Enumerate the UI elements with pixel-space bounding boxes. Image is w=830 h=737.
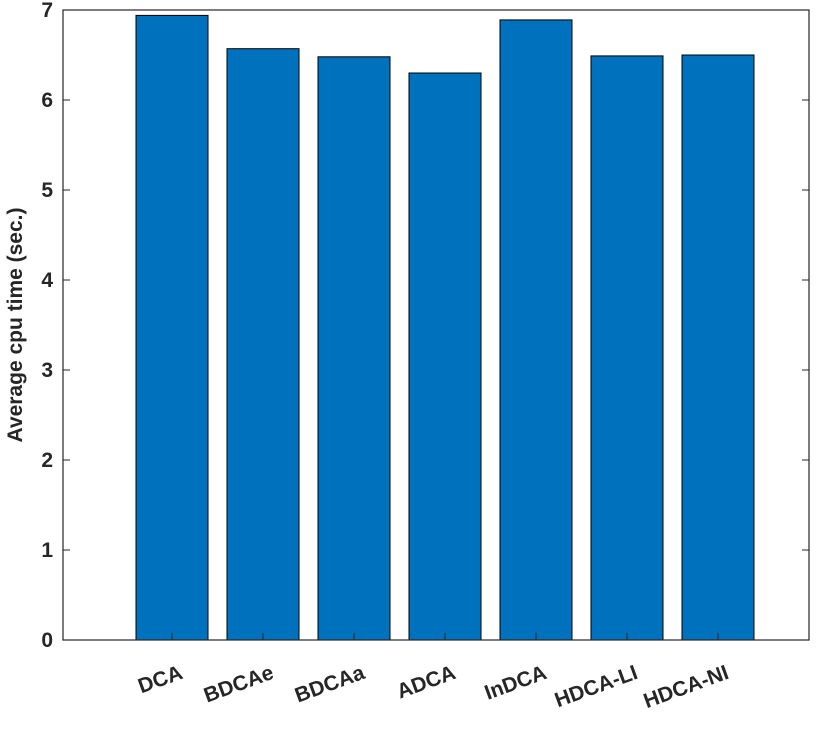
bar	[681, 54, 755, 641]
y-tick-label: 3	[41, 359, 53, 382]
x-tick-label: DCA	[135, 661, 186, 698]
bar	[408, 72, 482, 641]
bar	[226, 48, 300, 641]
y-tick-label: 4	[41, 269, 53, 292]
bar	[590, 55, 664, 641]
y-tick-label: 2	[41, 449, 53, 472]
x-tick-label: HDCA-LI	[552, 661, 641, 712]
x-tick-label: HDCA-NI	[641, 661, 732, 713]
y-tick-label: 5	[41, 179, 53, 202]
axes-box	[62, 9, 810, 641]
y-tick-label: 6	[41, 89, 53, 112]
y-tick-label: 7	[41, 0, 53, 22]
bar	[499, 19, 573, 641]
y-axis-label: Average cpu time (sec.)	[4, 208, 27, 443]
x-tick-label: ADCA	[394, 661, 459, 703]
x-tick-label: BDCAa	[292, 661, 368, 707]
y-tick-label: 0	[41, 629, 53, 652]
y-tick-label: 1	[41, 539, 53, 562]
bar	[135, 14, 209, 641]
x-tick-label: InDCA	[482, 661, 550, 705]
x-tick-label: BDCAe	[201, 661, 277, 707]
bar	[317, 56, 391, 641]
